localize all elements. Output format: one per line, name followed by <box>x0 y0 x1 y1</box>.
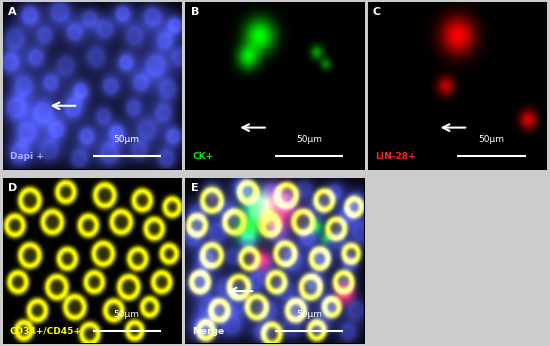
Text: 50μm: 50μm <box>478 135 504 144</box>
Text: 50μm: 50μm <box>114 135 140 144</box>
Text: CD34+/CD45+: CD34+/CD45+ <box>10 327 82 336</box>
Text: 50μm: 50μm <box>114 310 140 319</box>
Text: E: E <box>190 183 198 193</box>
Text: CK+: CK+ <box>192 152 213 161</box>
Text: D: D <box>8 183 18 193</box>
Text: Merge: Merge <box>192 327 224 336</box>
Text: Dapi +: Dapi + <box>10 152 44 161</box>
Text: C: C <box>373 7 381 17</box>
Text: B: B <box>190 7 199 17</box>
Text: 50μm: 50μm <box>296 310 322 319</box>
Text: 50μm: 50μm <box>296 135 322 144</box>
Text: LIN-28+: LIN-28+ <box>375 152 415 161</box>
Text: A: A <box>8 7 16 17</box>
